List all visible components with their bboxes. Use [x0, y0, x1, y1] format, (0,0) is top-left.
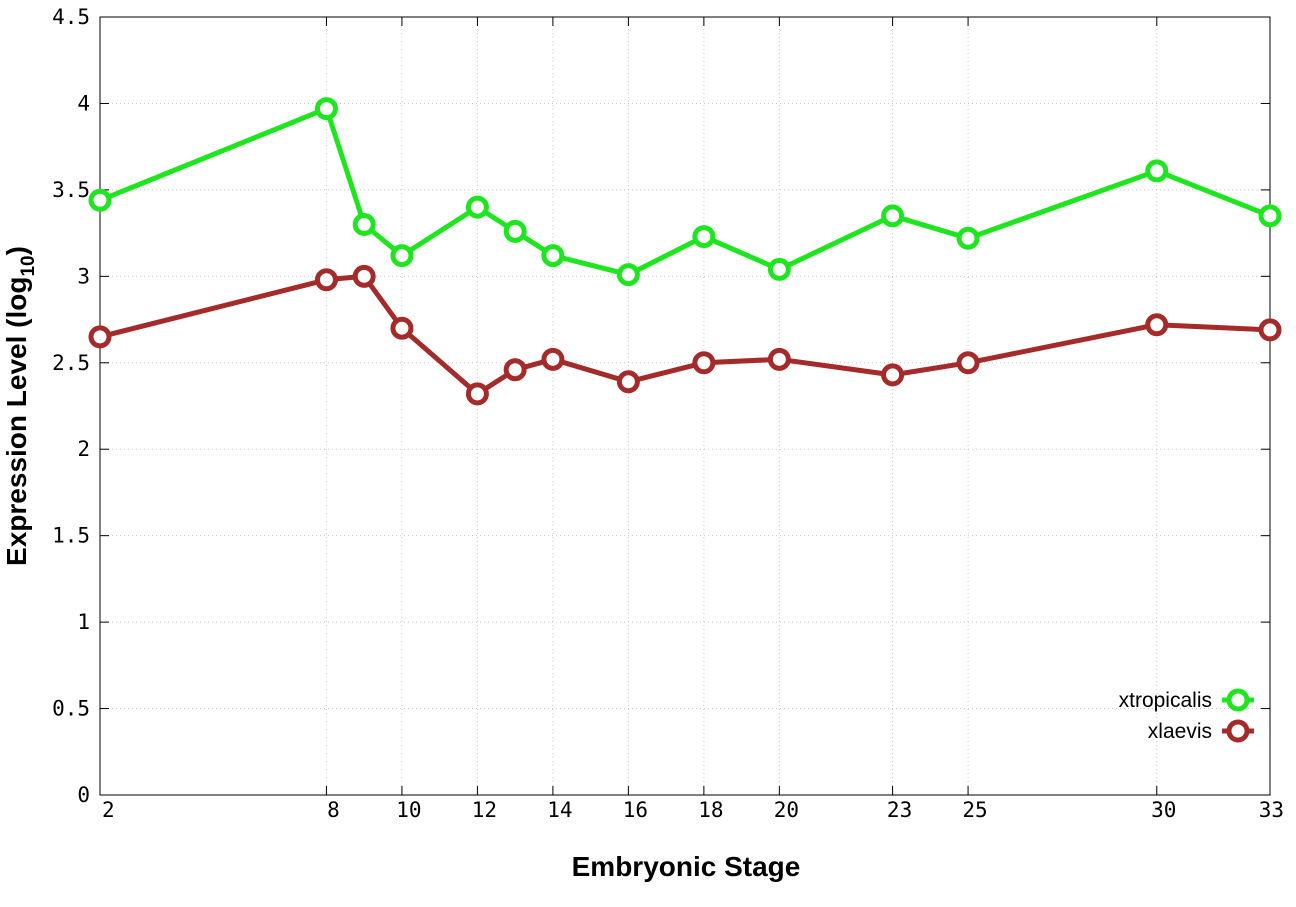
data-point-xtropicalis — [881, 204, 905, 228]
y-tick-label: 0.5 — [52, 697, 90, 721]
data-point-xtropicalis — [616, 263, 640, 287]
data-point-xtropicalis — [1258, 204, 1282, 228]
data-point-xtropicalis — [390, 244, 414, 268]
legend-label-xlaevis: xlaevis — [1148, 720, 1212, 743]
data-point-xlaevis — [881, 363, 905, 387]
data-point-xtropicalis — [465, 195, 489, 219]
data-point-xlaevis — [314, 268, 338, 292]
data-point-xtropicalis — [314, 97, 338, 121]
x-axis-title: Embryonic Stage — [572, 851, 801, 882]
x-tick-label: 2 — [102, 798, 115, 822]
series-line-xlaevis — [99, 273, 1271, 397]
data-point-xlaevis — [465, 382, 489, 406]
x-tick-label: 23 — [887, 798, 912, 822]
y-tick-label: 0 — [77, 783, 90, 807]
data-point-xtropicalis — [503, 219, 527, 243]
y-tick-label: 3 — [77, 264, 90, 288]
y-axis-title-main: Expression Level (log — [1, 277, 32, 566]
data-point-xlaevis — [692, 351, 716, 375]
series-group — [88, 97, 1282, 406]
data-point-xlaevis — [541, 347, 565, 371]
y-axis-title: Expression Level (log10) — [1, 246, 39, 566]
plot-frame — [99, 16, 1271, 796]
series-line-xtropicalis — [99, 106, 1271, 278]
data-point-xtropicalis — [956, 226, 980, 250]
y-tick-label: 1 — [77, 610, 90, 634]
series-xlaevis — [88, 264, 1282, 406]
legend: xtropicalis xlaevis — [1119, 688, 1254, 743]
data-point-xlaevis — [616, 370, 640, 394]
axis-ticks — [99, 16, 1271, 796]
y-tick-label: 4.5 — [52, 5, 90, 29]
data-point-xtropicalis — [767, 257, 791, 281]
data-point-xtropicalis — [692, 225, 716, 249]
x-tick-label: 12 — [472, 798, 497, 822]
data-point-xtropicalis — [541, 244, 565, 268]
data-point-xlaevis — [88, 325, 112, 349]
data-point-xlaevis — [956, 351, 980, 375]
x-tick-label: 30 — [1151, 798, 1176, 822]
x-tick-label: 16 — [623, 798, 648, 822]
data-point-xlaevis — [352, 264, 376, 288]
grid-lines — [99, 16, 1271, 796]
data-point-xlaevis — [1258, 318, 1282, 342]
data-point-xtropicalis — [88, 188, 112, 212]
x-tick-label: 25 — [962, 798, 987, 822]
x-tick-label: 20 — [774, 798, 799, 822]
data-point-xlaevis — [390, 316, 414, 340]
y-tick-labels: 0 0.5 1 1.5 2 2.5 3 3.5 4 4.5 — [52, 5, 90, 807]
legend-label-xtropicalis: xtropicalis — [1119, 689, 1212, 712]
data-point-xtropicalis — [1145, 159, 1169, 183]
x-tick-labels: 2 8 10 12 14 16 18 20 23 25 30 33 — [102, 798, 1284, 822]
legend-marker-xtropicalis — [1226, 688, 1250, 712]
x-tick-label: 18 — [698, 798, 723, 822]
legend-marker-xlaevis — [1226, 719, 1250, 743]
y-tick-label: 3.5 — [52, 178, 90, 202]
y-tick-label: 2.5 — [52, 351, 90, 375]
y-tick-label: 1.5 — [52, 524, 90, 548]
data-point-xtropicalis — [352, 212, 376, 236]
y-axis-title-close: ) — [1, 246, 32, 255]
y-axis-title-subscript: 10 — [18, 255, 39, 276]
y-tick-label: 4 — [77, 91, 90, 115]
x-tick-label: 10 — [396, 798, 421, 822]
data-point-xlaevis — [1145, 313, 1169, 337]
data-point-xlaevis — [503, 358, 527, 382]
x-tick-label: 8 — [327, 798, 340, 822]
y-tick-label: 2 — [77, 437, 90, 461]
data-point-xlaevis — [767, 347, 791, 371]
series-xtropicalis — [88, 97, 1282, 287]
x-tick-label: 33 — [1259, 798, 1284, 822]
x-tick-label: 14 — [547, 798, 572, 822]
